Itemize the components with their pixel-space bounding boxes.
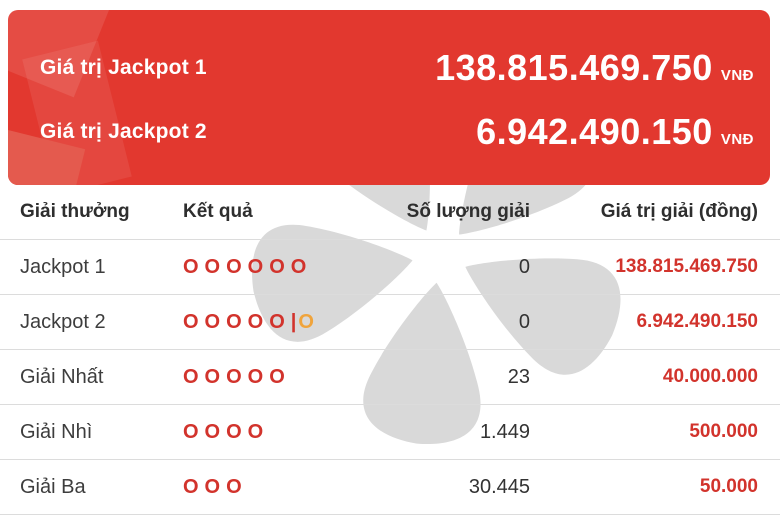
jackpot-1-amount: 138.815.469.750 VNĐ: [435, 47, 754, 89]
jackpot-banner: Giá trị Jackpot 1 138.815.469.750 VNĐ Gi…: [8, 10, 770, 185]
result-circles: OOOOO: [183, 366, 380, 389]
result-main-numbers: OOOOO: [183, 365, 291, 388]
table-row: Giải Ba OOO 30.445 50.000: [0, 460, 780, 515]
jackpot-1-value: 138.815.469.750: [435, 46, 713, 88]
jackpot-1-row: Giá trị Jackpot 1 138.815.469.750 VNĐ: [40, 46, 754, 90]
table-row: Jackpot 2 OOOOO| O 0 6.942.490.150: [0, 295, 780, 350]
prize-count: 0: [518, 310, 530, 333]
prize-name: Giải Nhất: [20, 365, 104, 388]
result-main-numbers: OOOOO: [183, 310, 291, 333]
column-header-count: Số lượng giải: [406, 201, 530, 222]
jackpot-1-currency: VNĐ: [720, 66, 754, 84]
results-table: Giải thưởng Kết quả Số lượng giải Giá tr…: [0, 185, 780, 515]
result-main-numbers: OOOO: [183, 420, 270, 443]
jackpot-1-label: Giá trị Jackpot 1: [40, 55, 207, 79]
prize-name: Giải Ba: [20, 475, 86, 498]
result-bonus-number: O: [298, 310, 320, 333]
result-main-numbers: OOO: [183, 475, 248, 498]
result-circles: OOOOOO: [183, 256, 380, 279]
prize-name: Giải Nhì: [20, 420, 93, 443]
prize-count: 0: [518, 255, 530, 278]
column-header-result: Kết quả: [183, 201, 253, 222]
prize-count: 23: [507, 365, 530, 388]
jackpot-2-row: Giá trị Jackpot 2 6.942.490.150 VNĐ: [40, 110, 754, 154]
prize-value: 6.942.490.150: [636, 311, 758, 332]
jackpot-2-amount: 6.942.490.150 VNĐ: [476, 111, 754, 153]
jackpot-banner-wrap: Giá trị Jackpot 1 138.815.469.750 VNĐ Gi…: [0, 10, 780, 185]
prize-value: 138.815.469.750: [615, 256, 758, 277]
prize-value: 40.000.000: [662, 366, 758, 387]
result-main-numbers: OOOOOO: [183, 255, 313, 278]
column-header-value: Giá trị giải (đồng): [600, 201, 758, 222]
prize-name: Jackpot 1: [20, 255, 106, 278]
jackpot-2-label: Giá trị Jackpot 2: [40, 119, 207, 143]
table-row: Jackpot 1 OOOOOO 0 138.815.469.750: [0, 240, 780, 295]
prize-count: 1.449: [479, 420, 530, 443]
result-circles: OOOO: [183, 421, 380, 444]
result-circles: OOOOO| O: [183, 311, 380, 334]
table-row: Giải Nhất OOOOO 23 40.000.000: [0, 350, 780, 405]
column-header-prize: Giải thưởng: [20, 201, 130, 222]
prize-count: 30.445: [468, 475, 530, 498]
table-row: Giải Nhì OOOO 1.449 500.000: [0, 405, 780, 460]
prize-value: 50.000: [699, 476, 758, 497]
jackpot-2-value: 6.942.490.150: [476, 110, 713, 152]
table-header-row: Giải thưởng Kết quả Số lượng giải Giá tr…: [0, 185, 780, 240]
prize-name: Jackpot 2: [20, 310, 106, 333]
jackpot-2-currency: VNĐ: [720, 130, 754, 148]
result-circles: OOO: [183, 476, 380, 499]
prize-value: 500.000: [689, 421, 758, 442]
result-separator: |: [290, 310, 297, 333]
